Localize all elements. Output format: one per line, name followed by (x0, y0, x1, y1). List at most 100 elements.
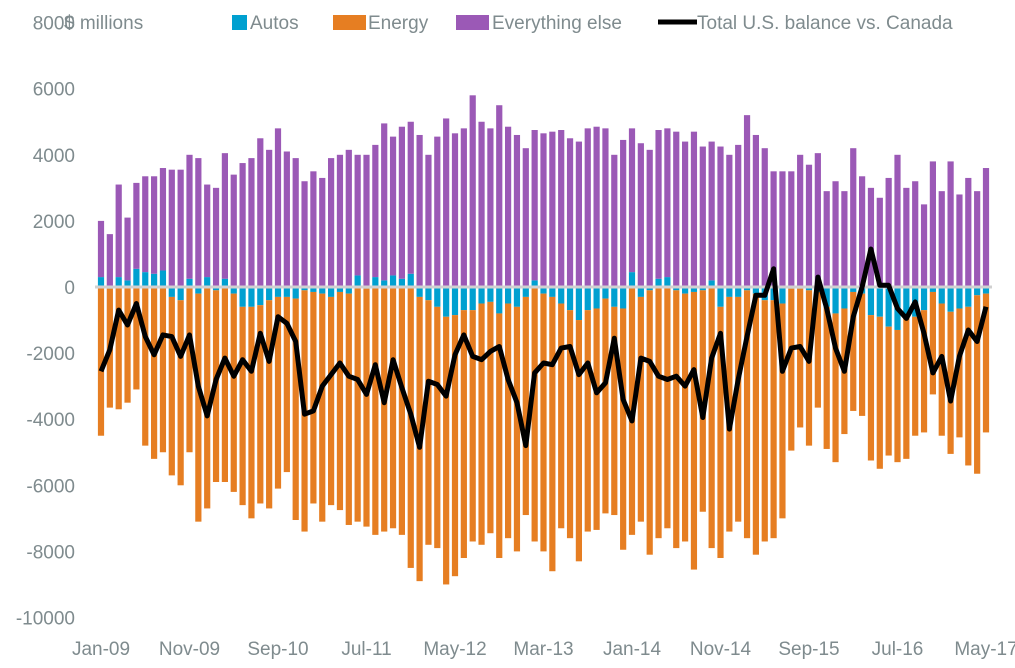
bar-autos (602, 287, 609, 299)
legend-swatch-everything-else (456, 15, 489, 30)
bar-autos (257, 287, 264, 306)
bar-energy (850, 291, 857, 411)
bar-everything-else (186, 154, 193, 279)
bar-energy (974, 295, 981, 474)
bar-energy (637, 296, 644, 522)
bar-everything-else (168, 169, 175, 287)
bar-energy (274, 296, 282, 489)
bar-everything-else (920, 204, 928, 287)
bar-energy (646, 290, 653, 555)
bar-energy (363, 288, 370, 527)
bar-energy (620, 308, 627, 550)
bar-everything-else (903, 187, 910, 287)
bar-everything-else (885, 177, 892, 287)
bar-energy (788, 288, 795, 451)
bar-everything-else (133, 182, 140, 269)
bar-energy (195, 293, 202, 522)
bar-everything-else (221, 153, 228, 279)
bar-energy (434, 306, 441, 549)
bar-autos (920, 287, 928, 311)
bar-everything-else (558, 130, 565, 287)
bar-everything-else (151, 176, 158, 274)
y-tick-label: 6000 (33, 80, 75, 101)
bar-autos (620, 287, 627, 309)
bar-everything-else (859, 176, 866, 287)
bar-energy (947, 311, 954, 454)
bar-everything-else (451, 133, 459, 287)
bar-everything-else (575, 141, 582, 287)
bar-everything-else (363, 154, 370, 287)
bar-autos (929, 287, 936, 292)
bar-autos (699, 287, 706, 291)
bar-everything-else (97, 220, 105, 278)
bar-autos (646, 287, 653, 291)
bar-autos (505, 287, 512, 304)
bar-everything-else (292, 158, 299, 287)
bar-energy (283, 296, 290, 473)
bar-autos (850, 287, 857, 292)
legend: $ millions Autos Energy Everything else … (64, 13, 953, 34)
bar-everything-else (726, 154, 733, 287)
bar-energy (266, 300, 273, 509)
bar-autos (460, 287, 467, 311)
bar-everything-else (770, 171, 777, 287)
bar-energy (336, 291, 344, 511)
total-line-group (98, 246, 989, 450)
bar-everything-else (106, 234, 113, 287)
bar-autos (513, 287, 521, 307)
bar-autos (823, 287, 830, 307)
y-axis: 8000 6000 4000 2000 0 -2000 -4000 -6000 -8000 -10… (16, 14, 75, 630)
bar-autos (673, 287, 680, 291)
bar-everything-else (407, 121, 414, 274)
bar-autos (469, 287, 476, 311)
bar-everything-else (938, 191, 945, 287)
bar-energy (186, 287, 193, 453)
bar-autos (690, 287, 698, 292)
bar-autos (637, 287, 644, 297)
bar-energy (319, 293, 326, 522)
bar-everything-else (602, 128, 609, 287)
bar-energy (584, 310, 591, 532)
bar-autos (593, 287, 600, 309)
bar-autos (664, 277, 671, 287)
bar-energy (239, 306, 246, 506)
bar-everything-else (443, 118, 450, 287)
x-axis: Jan-09 Nov-09 Sep-10 Jul-11 May-12 Mar-13 Jan-… (72, 639, 1015, 660)
y-tick-label: -10000 (16, 609, 75, 630)
bar-autos (124, 280, 131, 287)
bar-autos (292, 287, 299, 299)
bar-autos (522, 287, 529, 297)
bar-everything-else (708, 141, 715, 281)
bar-everything-else (505, 126, 512, 288)
bar-autos (867, 287, 875, 316)
y-tick-label: 4000 (33, 146, 75, 167)
bar-energy (602, 298, 609, 514)
bar-energy (903, 316, 910, 459)
bar-autos (779, 287, 786, 304)
bar-autos (531, 280, 538, 287)
bar-autos (204, 277, 211, 287)
bar-autos (416, 287, 423, 297)
bar-energy (566, 310, 574, 539)
bar-autos (832, 287, 839, 314)
legend-label-autos: Autos (250, 13, 299, 34)
bar-autos (97, 277, 105, 287)
bar-energy (549, 296, 556, 572)
bar-energy (292, 298, 299, 521)
bar-everything-else (620, 139, 627, 287)
bar-autos (221, 278, 228, 287)
bar-everything-else (310, 171, 317, 287)
bar-everything-else (947, 161, 954, 287)
x-tick-label: Sep-10 (247, 639, 308, 660)
legend-swatch-autos (232, 15, 247, 30)
bar-everything-else (522, 148, 529, 287)
bar-energy (97, 287, 105, 436)
legend-swatch-energy (333, 15, 366, 30)
bar-everything-else (540, 133, 547, 287)
y-tick-label: 0 (64, 278, 75, 299)
bar-energy (770, 300, 777, 539)
bar-autos (726, 287, 733, 297)
bar-everything-else (425, 154, 432, 287)
bar-energy (682, 293, 689, 542)
bar-autos (177, 287, 184, 301)
